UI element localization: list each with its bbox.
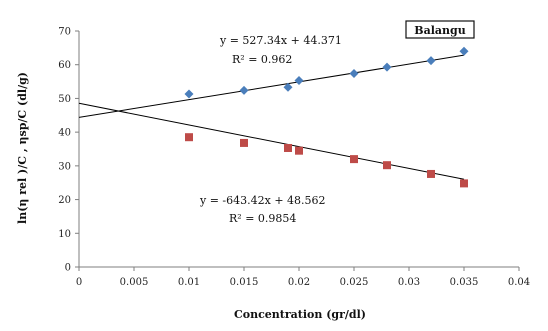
series-1-r2: R² = 0.962 (232, 53, 292, 66)
legend-box-frame (405, 20, 475, 39)
series-2-point (240, 138, 248, 147)
series-1-point (426, 56, 436, 66)
x-tick-label: 0.03 (398, 277, 420, 288)
series-2-r2: R² = 0.9854 (229, 212, 296, 225)
y-tick-label: 0 (65, 263, 71, 274)
series-2-equation: y = -643.42x + 48.562 (199, 194, 326, 207)
x-axis-title: Concentration (gr/dl) (234, 308, 366, 321)
y-axis-title: ln(η rel )/C , ηsp/C (dl/g) (16, 72, 29, 224)
x-tick-label: 0.015 (230, 277, 259, 288)
y-tick-label: 20 (58, 195, 71, 206)
x-tick-label: 0.005 (120, 277, 149, 288)
legend-box: Balangu (405, 20, 475, 39)
y-tick-label: 50 (58, 94, 71, 105)
data-points (184, 46, 469, 188)
x-tick-label: 0.025 (340, 277, 369, 288)
series-1-point (294, 76, 304, 86)
series-2-trendline (78, 102, 465, 180)
series-1-point (283, 82, 293, 92)
trendlines (78, 54, 465, 180)
series-1-equation: y = 527.34x + 44.371 (219, 34, 342, 47)
series-2-point (427, 169, 435, 178)
y-tick-label: 10 (58, 229, 71, 240)
series-2-point (460, 179, 468, 188)
series-1-point (349, 68, 359, 78)
series-1-trendline (78, 54, 465, 118)
y-tick-label: 30 (58, 161, 71, 172)
x-tick-label: 0.04 (508, 277, 530, 288)
series-1-point (382, 62, 392, 72)
series-2-point (185, 133, 193, 142)
x-tick-label: 0.02 (288, 277, 310, 288)
x-tick-label: 0 (76, 277, 82, 288)
series-2-point (383, 161, 391, 170)
legend-box-label: Balangu (414, 24, 465, 37)
y-tick-label: 60 (58, 60, 71, 71)
series-2-point (295, 146, 303, 155)
series-2-point (284, 143, 292, 152)
series-2-point (350, 155, 358, 164)
series-1-point (239, 85, 249, 95)
x-tick-label: 0.01 (178, 277, 200, 288)
axes: 0 10 20 30 40 50 60 70 0 0.005 0.01 0.015 0.02 0.025 0… (58, 27, 530, 289)
y-tick-label: 40 (58, 128, 71, 139)
x-tick-label: 0.035 (450, 277, 479, 288)
series-1-point (184, 89, 194, 99)
series-1-point (459, 46, 469, 56)
y-tick-label: 70 (58, 27, 71, 38)
